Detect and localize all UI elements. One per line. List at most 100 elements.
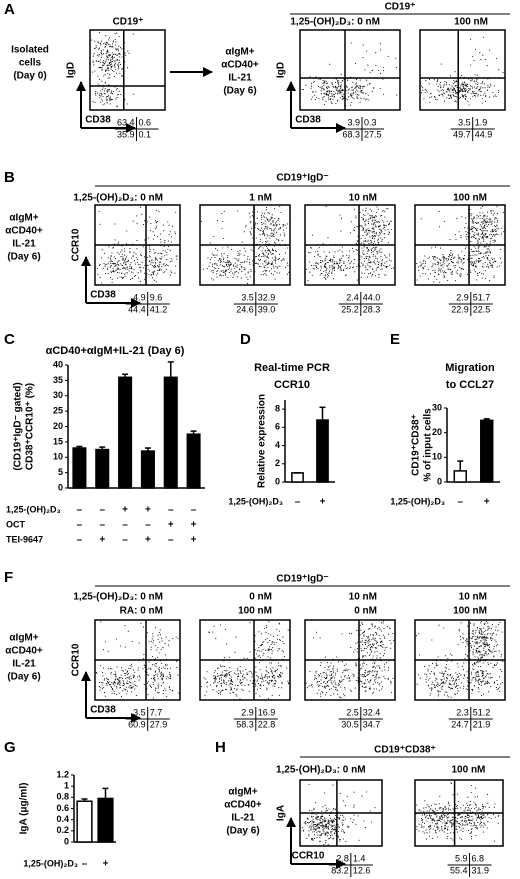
cell-dot xyxy=(465,85,468,87)
cell-dot xyxy=(146,632,148,634)
cell-dot xyxy=(465,96,467,98)
cell-dot xyxy=(169,677,171,680)
cell-dot xyxy=(372,261,374,263)
cell-dot xyxy=(371,220,373,222)
cell-dot xyxy=(484,653,486,655)
cell-dot xyxy=(213,235,215,238)
cell-dot xyxy=(313,837,315,839)
cell-dot xyxy=(322,819,324,821)
quadrant-percent: 44.4 xyxy=(128,304,146,314)
cell-dot xyxy=(362,649,364,652)
cell-dot xyxy=(103,692,106,694)
cell-dot xyxy=(327,275,329,277)
cell-dot xyxy=(364,670,367,672)
cell-dot xyxy=(231,684,234,686)
cell-dot xyxy=(227,264,230,266)
panel-letter: F xyxy=(4,569,13,586)
cell-dot xyxy=(362,219,364,221)
cell-dot xyxy=(344,265,346,267)
cell-dot xyxy=(155,222,157,224)
cell-dot xyxy=(384,649,386,651)
cell-dot xyxy=(343,93,345,95)
cell-dot xyxy=(489,251,491,253)
cell-dot xyxy=(386,257,388,259)
cell-dot xyxy=(268,680,271,682)
cell-dot xyxy=(456,101,458,103)
cell-dot xyxy=(444,272,446,274)
cell-dot xyxy=(375,226,377,228)
cell-dot xyxy=(268,648,270,650)
cell-dot xyxy=(446,81,448,83)
cell-dot xyxy=(302,827,304,829)
cell-dot xyxy=(440,93,442,95)
cell-dot xyxy=(277,634,279,637)
cell-dot xyxy=(341,633,343,635)
cell-dot xyxy=(481,638,483,640)
cell-dot xyxy=(348,96,350,98)
cell-dot xyxy=(450,259,452,261)
cell-dot xyxy=(332,670,334,672)
cell-dot xyxy=(159,252,161,254)
cell-dot xyxy=(466,680,468,682)
side-label: IL-21 xyxy=(12,659,36,670)
cell-dot xyxy=(371,639,373,641)
cell-dot xyxy=(273,242,276,244)
cell-dot xyxy=(477,658,479,660)
cell-dot xyxy=(331,271,333,273)
cell-dot xyxy=(110,260,112,262)
cell-dot xyxy=(140,267,142,269)
cell-dot xyxy=(375,263,377,265)
cell-dot xyxy=(164,242,166,244)
cell-dot xyxy=(225,264,227,266)
cell-dot xyxy=(369,634,371,636)
cell-dot xyxy=(329,95,331,98)
cell-dot xyxy=(150,686,153,688)
cell-dot xyxy=(263,256,265,258)
cell-dot xyxy=(321,822,323,825)
cell-dot xyxy=(477,249,479,251)
cell-dot xyxy=(270,263,272,265)
cell-dot xyxy=(474,632,476,634)
cell-dot xyxy=(387,626,389,628)
cell-dot xyxy=(360,622,362,624)
cell-dot xyxy=(147,256,149,259)
cell-dot xyxy=(450,696,452,698)
cell-dot xyxy=(326,822,328,824)
cell-dot xyxy=(330,91,332,93)
cell-dot xyxy=(327,827,329,829)
cell-dot xyxy=(153,683,155,686)
cell-dot xyxy=(323,686,325,688)
cell-dot xyxy=(241,688,243,690)
cell-dot xyxy=(121,267,123,270)
cell-dot xyxy=(430,689,433,691)
cell-dot xyxy=(476,279,478,281)
cell-dot xyxy=(312,90,314,93)
cell-dot xyxy=(114,61,116,63)
cell-dot xyxy=(107,257,109,259)
cell-dot xyxy=(500,669,502,671)
cell-dot xyxy=(446,678,448,680)
cell-dot xyxy=(453,87,455,89)
cell-dot xyxy=(107,77,109,79)
cell-dot xyxy=(262,232,264,234)
cell-dot xyxy=(443,275,445,278)
cell-dot xyxy=(262,230,265,232)
cell-dot xyxy=(482,632,484,634)
cell-dot xyxy=(230,679,232,681)
cell-dot xyxy=(335,688,337,691)
cell-dot xyxy=(493,276,495,278)
cell-dot xyxy=(321,85,323,87)
cell-dot xyxy=(118,241,120,243)
cell-dot xyxy=(334,686,336,688)
cell-dot xyxy=(375,643,378,645)
cell-dot xyxy=(155,688,157,690)
cell-dot xyxy=(233,274,235,276)
cell-dot xyxy=(284,234,286,236)
cell-dot xyxy=(364,69,366,71)
cell-dot xyxy=(495,57,498,60)
cell-dot xyxy=(474,672,476,674)
cell-dot xyxy=(382,622,384,624)
cell-dot xyxy=(112,54,115,56)
cell-dot xyxy=(223,675,225,677)
cell-dot xyxy=(483,683,485,685)
